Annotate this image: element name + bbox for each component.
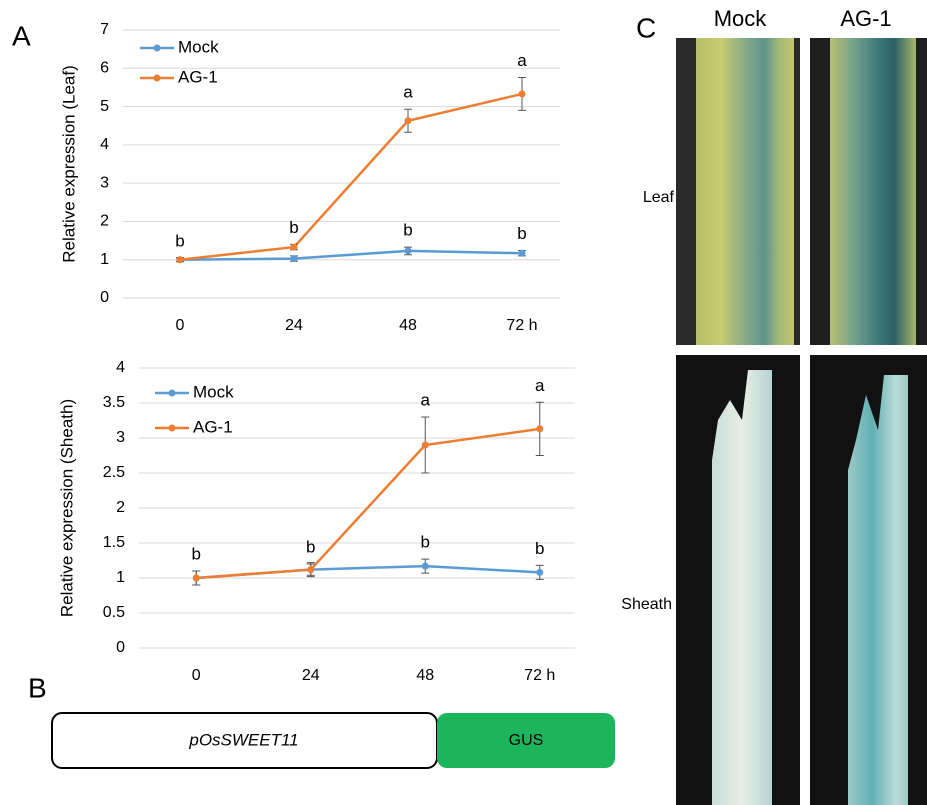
x-tick-label: 24 [302,667,320,684]
photo-panel [676,38,927,805]
legend-marker [168,424,176,432]
panel-label: A [12,20,31,51]
x-tick-label: 72 h [506,317,537,334]
y-tick-label: 4 [100,136,109,153]
x-tick-label: 48 [399,317,417,334]
sheath-photo [712,370,772,805]
y-axis-label: Relative expression (Sheath) [57,399,76,617]
y-tick-label: 6 [100,60,109,77]
x-tick-label: 48 [416,667,434,684]
leaf-photo [830,38,916,345]
legend-marker [153,44,161,52]
y-tick-label: 1 [100,251,109,268]
y-tick-label: 0 [100,289,109,306]
legend-label: Mock [193,382,234,401]
x-tick-label: 0 [192,667,201,684]
data-point [518,249,526,257]
promoter-label: pOsSWEET11 [188,730,298,749]
data-point [290,255,298,263]
legend-label: Mock [178,37,219,56]
x-tick-label: 72 h [524,667,555,684]
data-point [404,247,412,255]
significance-label: b [421,533,430,552]
significance-label: b [403,221,412,240]
y-tick-label: 2 [100,213,109,230]
leaf-photo [696,38,794,345]
reporter-box [437,713,615,768]
y-tick-label: 3 [116,429,125,446]
significance-label: a [535,376,545,395]
y-tick-label: 1.5 [103,534,125,551]
y-tick-label: 2 [116,499,125,516]
significance-label: a [403,83,413,102]
data-point [421,562,429,570]
photo-row-label: Sheath [621,596,672,613]
significance-label: b [306,537,315,556]
y-tick-label: 2.5 [103,464,125,481]
significance-label: b [192,544,201,563]
significance-label: a [517,51,527,70]
data-point [192,574,200,582]
data-point [404,117,412,125]
series-line [196,427,540,580]
legend-label: AG-1 [193,417,233,436]
data-point [421,441,429,449]
legend-marker [168,389,176,397]
y-tick-label: 7 [100,21,109,38]
photo-column-label: Mock [714,6,768,31]
y-tick-label: 5 [100,98,109,115]
series-line [179,92,523,261]
significance-label: b [535,539,544,558]
significance-label: b [175,231,184,250]
series-line [196,564,540,580]
x-tick-label: 24 [285,317,303,334]
data-point [307,566,315,574]
y-tick-label: 3 [100,174,109,191]
panel-label: B [28,672,47,703]
y-axis-label: Relative expression (Leaf) [59,65,78,262]
y-tick-label: 4 [116,359,125,376]
data-point [290,243,298,251]
series-line [179,249,523,261]
photo-column-label: AG-1 [840,6,891,31]
photo-row-label: Leaf [643,189,675,206]
significance-label: b [289,218,298,237]
panel-label: C [636,12,656,43]
data-point [176,256,184,264]
legend-label: AG-1 [178,67,218,86]
y-tick-label: 3.5 [103,394,125,411]
reporter-label: GUS [509,732,544,749]
y-tick-label: 0 [116,639,125,656]
x-tick-label: 0 [176,317,185,334]
data-point [536,425,544,433]
data-point [536,568,544,576]
y-tick-label: 1 [116,569,125,586]
sheath-photo [848,375,908,805]
significance-label: b [517,224,526,243]
legend-marker [153,74,161,82]
y-tick-label: 0.5 [103,604,125,621]
significance-label: a [421,390,431,409]
data-point [518,90,526,98]
